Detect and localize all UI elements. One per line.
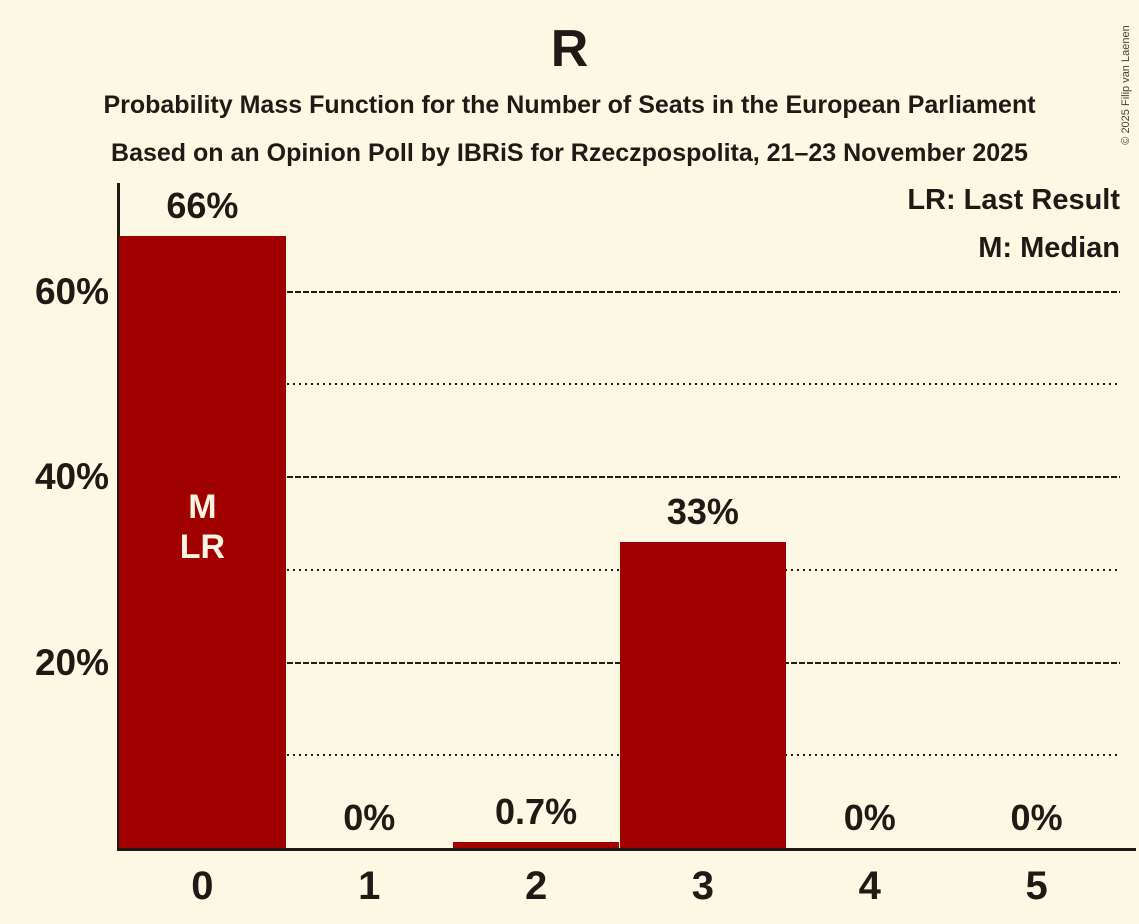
x-axis-label-3: 3 [691,864,715,908]
legend-last-result: LR: Last Result [907,184,1120,216]
legend-median: M: Median [978,232,1120,264]
bar-seats-0 [119,235,286,848]
bar-value-label-5: 0% [1010,797,1063,838]
bar-seats-3 [619,541,787,848]
plot-area: 20% 40% 60% 66% 0 0% 1 0.7% 2 33% 3 0% 4 0% 5 M LR [35,183,1136,906]
chart-legend: LR: Last Result M: Median [907,176,1120,272]
gridline-major-60 [119,290,1120,293]
y-axis-label-20: 20% [34,641,109,683]
chart-subtitle-line2: Based on an Opinion Poll by IBRiS for Rz… [111,139,1028,167]
y-axis-label-40: 40% [34,456,109,498]
bar-value-label-1: 0% [343,797,396,838]
chart-subtitle-line1: Probability Mass Function for the Number… [103,91,1036,119]
x-axis-label-1: 1 [358,864,381,908]
bar-value-label-2: 0.7% [495,790,578,832]
chart-title: R [550,20,589,78]
y-axis-label-60: 60% [34,270,109,312]
x-axis-line [117,848,1136,851]
x-axis-label-4: 4 [858,864,881,908]
y-axis-line [117,183,120,848]
bar-value-label-0: 66% [166,184,239,226]
gridline-minor-50 [119,383,1120,386]
annotation-line-m: M [188,487,217,526]
median-last-result-annotation: M LR [119,487,286,567]
annotation-line-lr: LR [179,527,226,566]
bar-value-label-4: 0% [843,797,896,838]
copyright-notice: © 2025 Filip van Laenen [1120,25,1132,145]
x-axis-label-2: 2 [524,864,548,908]
x-axis-label-5: 5 [1025,864,1048,908]
x-axis-label-0: 0 [191,864,214,908]
bar-value-label-3: 33% [666,490,739,532]
bar-seats-2 [452,841,620,848]
gridline-major-40 [119,476,1120,479]
